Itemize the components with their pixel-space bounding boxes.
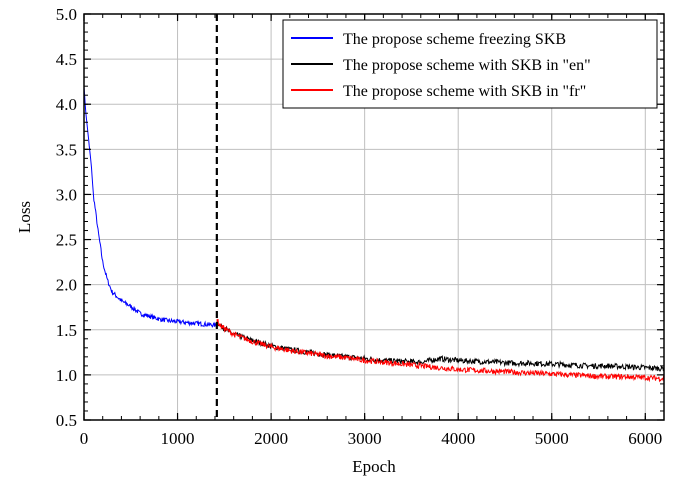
- x-tick-label: 4000: [441, 429, 475, 448]
- x-tick-label: 3000: [348, 429, 382, 448]
- legend-label-2: The propose scheme with SKB in "en": [343, 57, 591, 74]
- plot-frame: [83, 13, 665, 421]
- x-tick-label: 6000: [628, 429, 662, 448]
- y-axis-label: Loss: [15, 201, 34, 233]
- y-tick-label: 2.5: [56, 231, 77, 250]
- y-tick-label: 3.0: [56, 185, 77, 204]
- y-tick-label: 1.5: [56, 321, 77, 340]
- series-line-2: [216, 319, 665, 373]
- tick-layer: [83, 13, 665, 421]
- y-tick-label: 4.0: [56, 95, 77, 114]
- y-tick-label: 2.0: [56, 276, 77, 295]
- series-line-1: [83, 86, 218, 329]
- x-tick-label: 5000: [535, 429, 569, 448]
- y-tick-label: 0.5: [56, 411, 77, 430]
- y-tick-label: 1.0: [56, 366, 77, 385]
- legend-label-3: The propose scheme with SKB in "fr": [343, 83, 586, 100]
- x-tick-labels: 0 1000 2000 3000 4000 5000 6000: [80, 429, 663, 448]
- y-tick-labels: 0.5 1.0 1.5 2.0 2.5 3.0 3.5 4.0 4.5 5.0: [56, 5, 77, 430]
- legend-label-1: The propose scheme freezing SKB: [343, 31, 566, 48]
- series-layer: [83, 86, 665, 383]
- x-axis-label: Epoch: [352, 457, 396, 476]
- series-line-3: [216, 318, 665, 383]
- legend-box: [282, 19, 658, 109]
- legend: The propose scheme freezing SKB The propo…: [282, 19, 658, 109]
- x-tick-label: 2000: [254, 429, 288, 448]
- x-tick-label: 0: [80, 429, 89, 448]
- y-tick-label: 3.5: [56, 140, 77, 159]
- y-tick-label: 4.5: [56, 50, 77, 69]
- x-tick-label: 1000: [161, 429, 195, 448]
- y-tick-label: 5.0: [56, 5, 77, 24]
